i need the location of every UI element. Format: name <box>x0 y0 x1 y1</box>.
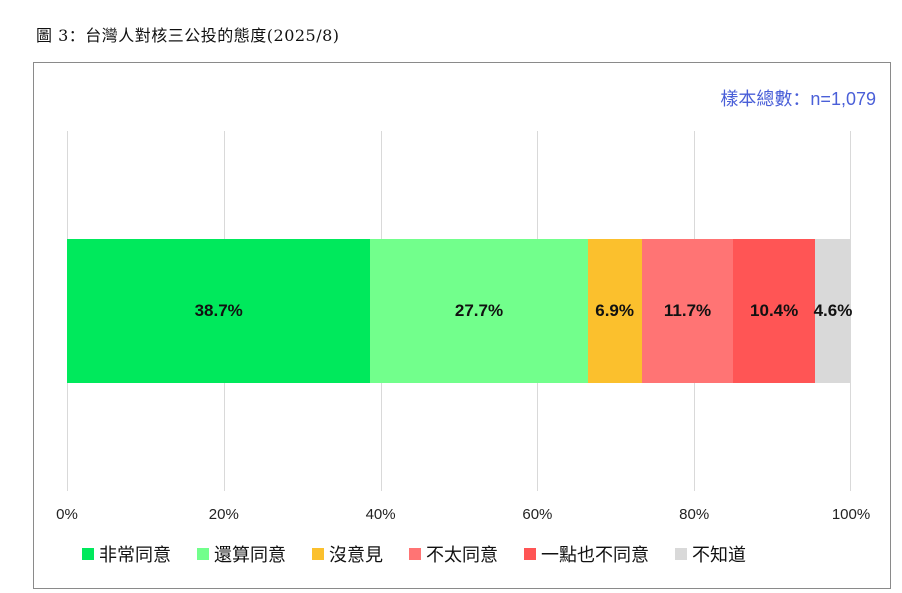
x-axis-ticks: 0% 20% 40% 60% 80% 100% <box>56 506 870 526</box>
stacked-bar: 38.7% 27.7% 6.9% 11.7% 10.4% 4.6% <box>67 239 853 383</box>
legend-swatch <box>675 548 687 560</box>
legend-label: 一點也不同意 <box>541 545 649 565</box>
legend-item-strongly-disagree[interactable]: 一點也不同意 <box>524 541 649 567</box>
bar-segment-dont-know[interactable]: 4.6% <box>813 239 853 383</box>
legend-swatch <box>409 548 421 560</box>
segment-label: 4.6% <box>813 301 853 320</box>
legend-label: 沒意見 <box>329 545 383 565</box>
x-tick: 80% <box>679 506 710 523</box>
sample-size-label: 樣本總數：n=1,079 <box>720 89 876 109</box>
legend-item-dont-know[interactable]: 不知道 <box>675 541 746 567</box>
x-tick: 100% <box>831 506 871 523</box>
bar-segment-somewhat-disagree[interactable]: 11.7% <box>641 239 734 383</box>
legend-label: 不知道 <box>692 545 746 565</box>
legend-swatch <box>197 548 209 560</box>
legend-item-no-opinion[interactable]: 沒意見 <box>312 541 383 567</box>
segment-label: 38.7% <box>194 301 243 320</box>
legend-label: 還算同意 <box>214 545 286 565</box>
legend-swatch <box>82 548 94 560</box>
x-tick: 0% <box>56 506 78 523</box>
bar-segment-no-opinion[interactable]: 6.9% <box>587 239 642 383</box>
chart-frame: 樣本總數：n=1,079 38.7% 27.7% 6.9% 11.7% 10.4… <box>33 62 891 589</box>
legend: 非常同意 還算同意 沒意見 不太同意 一點也不同意 不知道 <box>82 541 746 567</box>
bar-segment-somewhat-agree[interactable]: 27.7% <box>370 239 588 383</box>
segment-label: 11.7% <box>663 301 712 320</box>
segment-label: 10.4% <box>750 301 799 320</box>
legend-swatch <box>524 548 536 560</box>
legend-item-strongly-agree[interactable]: 非常同意 <box>82 541 171 567</box>
segment-label: 27.7% <box>454 301 504 320</box>
x-tick: 20% <box>208 506 239 523</box>
segment-label: 6.9% <box>595 301 634 320</box>
x-tick: 40% <box>365 506 396 523</box>
legend-label: 非常同意 <box>99 545 171 565</box>
bar-segment-strongly-agree[interactable]: 38.7% <box>67 239 371 383</box>
legend-swatch <box>312 548 324 560</box>
legend-label: 不太同意 <box>426 545 498 565</box>
bar-segment-strongly-disagree[interactable]: 10.4% <box>733 239 815 383</box>
x-tick: 60% <box>522 506 553 523</box>
figure-title: 圖 3：台灣人對核三公投的態度(2025/8) <box>36 26 340 45</box>
legend-item-somewhat-disagree[interactable]: 不太同意 <box>409 541 498 567</box>
plot-area: 38.7% 27.7% 6.9% 11.7% 10.4% 4.6% <box>67 131 853 491</box>
legend-item-somewhat-agree[interactable]: 還算同意 <box>197 541 286 567</box>
